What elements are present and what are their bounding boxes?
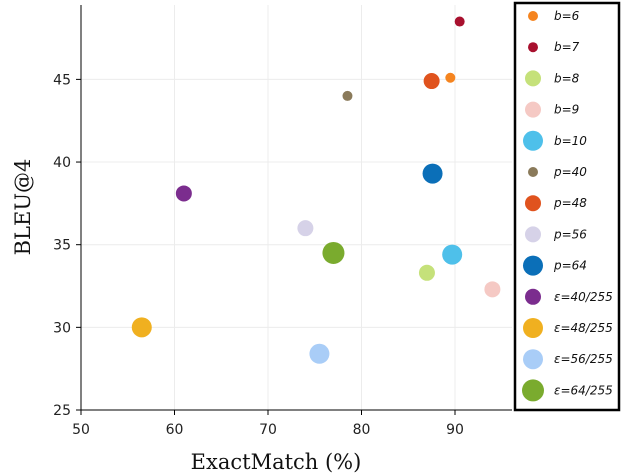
data-point <box>423 73 440 90</box>
legend-label: b=10 <box>554 134 587 148</box>
x-tick-label: 80 <box>353 422 371 438</box>
legend-label: p=40 <box>553 165 587 179</box>
x-tick-label: 60 <box>166 422 184 438</box>
legend-marker <box>525 288 541 305</box>
y-axis-title: BLEU@4 <box>11 159 35 256</box>
y-tick-label: 25 <box>53 403 71 419</box>
legend-label: ε=56/255 <box>554 352 613 366</box>
legend-label: p=48 <box>553 196 587 210</box>
legend-label: ε=48/255 <box>554 321 613 335</box>
legend-marker <box>525 226 541 243</box>
data-point <box>309 343 330 364</box>
data-point <box>418 264 435 281</box>
data-points <box>131 16 501 364</box>
legend-label: p=64 <box>553 259 587 273</box>
x-tick-label: 90 <box>446 422 464 438</box>
legend: b=6 b=7 b=8 b=9 b=10 p=40 p=48 p=56 p=64 ε=40/255… <box>513 1 621 412</box>
axes <box>80 5 512 411</box>
legend-marker <box>523 255 543 276</box>
data-point <box>131 317 152 338</box>
legend-label: b=6 <box>554 9 580 23</box>
x-axis-title: ExactMatch (%) <box>191 450 362 474</box>
x-tick-label: 50 <box>72 422 90 438</box>
legend-marker <box>525 70 541 87</box>
y-tick-label: 35 <box>53 238 71 254</box>
data-point <box>342 90 353 101</box>
data-point <box>422 163 443 184</box>
y-tick-label: 40 <box>53 155 71 171</box>
data-point <box>484 281 501 298</box>
legend-marker <box>525 101 541 118</box>
legend-marker <box>525 195 541 212</box>
legend-marker <box>528 167 538 177</box>
data-point <box>322 241 345 264</box>
legend-label: ε=40/255 <box>554 290 613 304</box>
data-point <box>442 244 463 265</box>
legend-marker <box>523 130 543 151</box>
legend-marker <box>523 349 543 370</box>
legend-marker <box>528 42 538 53</box>
x-tick-label: 70 <box>259 422 277 438</box>
y-tick-label: 30 <box>53 320 71 336</box>
legend-label: b=9 <box>554 103 579 117</box>
legend-marker <box>523 318 543 338</box>
legend-marker <box>522 379 544 402</box>
data-point <box>297 220 314 237</box>
y-tick-label: 45 <box>53 72 71 88</box>
legend-label: p=56 <box>553 227 587 241</box>
legend-label: ε=64/255 <box>554 383 613 397</box>
data-point <box>175 185 192 202</box>
legend-label: b=7 <box>554 40 580 54</box>
y-ticks: 25 30 35 40 45 <box>53 72 81 419</box>
data-point <box>454 16 465 27</box>
legend-label: b=8 <box>554 71 580 85</box>
grid-lines <box>81 5 512 410</box>
x-ticks: 50 60 70 80 90 <box>72 410 464 438</box>
legend-marker <box>528 11 538 21</box>
data-point <box>445 72 456 83</box>
